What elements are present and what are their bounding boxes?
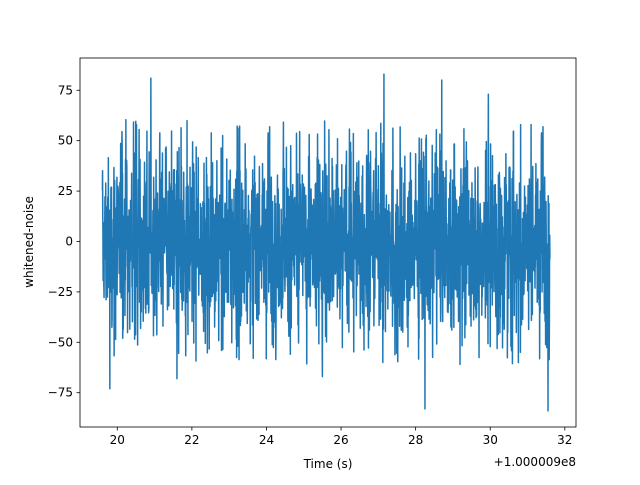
x-tick-label: 28 bbox=[408, 433, 423, 447]
y-tick-label: −50 bbox=[48, 335, 73, 349]
y-tick-label: 25 bbox=[58, 184, 73, 198]
y-tick-label: 75 bbox=[58, 83, 73, 97]
x-tick-label: 30 bbox=[483, 433, 498, 447]
whitened-noise-line bbox=[101, 73, 551, 412]
x-axis-label: Time (s) bbox=[303, 457, 353, 471]
x-axis-offset-label: +1.000009e8 bbox=[494, 455, 576, 469]
x-tick-label: 32 bbox=[557, 433, 572, 447]
x-axis-ticks: 20 22 24 26 28 30 32 bbox=[110, 427, 572, 447]
y-tick-label: 50 bbox=[58, 134, 73, 148]
y-tick-label: 0 bbox=[65, 234, 73, 248]
y-tick-label: −25 bbox=[48, 285, 73, 299]
x-tick-label: 24 bbox=[259, 433, 274, 447]
axes-frame bbox=[79, 57, 577, 428]
x-tick-label: 26 bbox=[333, 433, 348, 447]
y-axis-ticks: 75 50 25 0 −25 −50 −75 bbox=[48, 83, 80, 400]
x-tick-label: 20 bbox=[110, 433, 125, 447]
y-axis-label: whitened-noise bbox=[22, 196, 36, 288]
x-tick-label: 22 bbox=[184, 433, 199, 447]
plot-area bbox=[101, 73, 551, 412]
y-tick-label: −75 bbox=[48, 386, 73, 400]
series-layer bbox=[101, 73, 551, 412]
